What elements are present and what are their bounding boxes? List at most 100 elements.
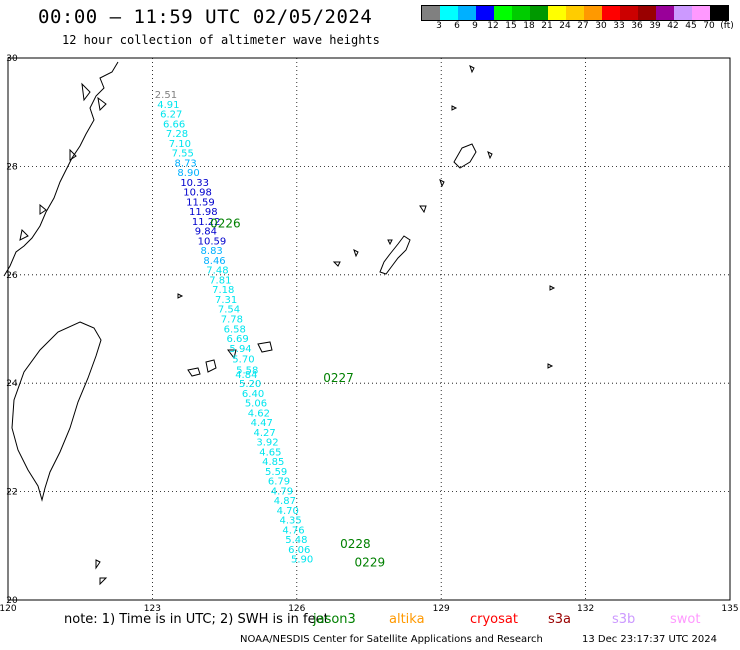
pass-time-label: 0226 <box>210 216 241 230</box>
colorbar-swatch <box>440 6 458 20</box>
wave-height-colorbar <box>421 5 729 21</box>
pass-time-label: 0229 <box>355 556 386 570</box>
wave-height-value: 4.27 <box>253 428 275 439</box>
lat-tick-label: 26 <box>6 271 18 281</box>
colorbar-swatch <box>674 6 692 20</box>
colorbar-label: 9 <box>472 21 478 31</box>
map-grid <box>7 57 731 601</box>
wave-height-value: 4.65 <box>259 447 281 458</box>
wave-height-value: 5.58 <box>236 365 258 376</box>
wave-height-value: 6.40 <box>242 389 264 400</box>
wave-height-value: 6.06 <box>288 545 310 556</box>
colorbar-label: 30 <box>595 21 607 31</box>
yaeyama-islands <box>187 341 273 377</box>
wave-height-value: 5.70 <box>232 355 254 366</box>
wave-height-value: 7.31 <box>215 295 237 306</box>
colorbar-label: 24 <box>559 21 571 31</box>
colorbar-swatch <box>494 6 512 20</box>
colorbar-label: 3 <box>436 21 442 31</box>
mission-legend-item: altika <box>389 612 425 627</box>
taiwan-outline <box>11 321 102 502</box>
wave-height-value: 5.48 <box>285 535 307 546</box>
lon-tick-label: 132 <box>577 604 594 614</box>
okinawa-island <box>379 235 411 275</box>
wave-height-value: 10.33 <box>180 178 209 189</box>
pass-time-label: 0227 <box>323 371 354 385</box>
wave-height-value: 4.85 <box>262 457 284 468</box>
wave-height-value: 4.35 <box>279 516 301 527</box>
colorbar-swatch <box>512 6 530 20</box>
small-islands <box>95 65 556 586</box>
pass-time-label: 0228 <box>340 537 371 551</box>
wave-height-value: 10.98 <box>183 188 212 199</box>
colorbar-label: 70 <box>703 21 715 31</box>
wave-height-value: 5.90 <box>291 555 313 566</box>
lon-tick-label: 123 <box>144 604 161 614</box>
mission-legend-item: s3b <box>612 612 636 627</box>
wave-height-value: 6.69 <box>227 334 249 345</box>
wave-height-value: 8.83 <box>201 246 223 257</box>
lat-tick-label: 30 <box>6 54 18 64</box>
wave-height-value: 7.81 <box>209 275 231 286</box>
colorbar-label: 6 <box>454 21 460 31</box>
lat-tick-label: 22 <box>6 488 17 498</box>
colorbar-label: 36 <box>631 21 643 31</box>
wave-height-value: 4.62 <box>248 408 270 419</box>
page-title: 00:00 – 11:59 UTC 02/05/2024 <box>38 6 373 28</box>
china-coast <box>3 61 119 277</box>
lon-tick-label: 126 <box>288 604 305 614</box>
wave-height-value: 7.78 <box>221 314 243 325</box>
credit-text: NOAA/NESDIS Center for Satellite Applica… <box>240 634 543 645</box>
lat-tick-label: 20 <box>6 596 18 606</box>
wave-height-value: 3.92 <box>256 438 278 449</box>
wave-height-value: 7.54 <box>218 305 240 316</box>
wave-height-value: 4.87 <box>274 496 296 507</box>
wave-height-value: 10.59 <box>198 236 227 247</box>
wave-height-value: 8.46 <box>203 256 225 267</box>
wave-height-value: 11.98 <box>189 207 218 218</box>
altimeter-track: 2.514.916.276.667.287.107.558.738.9010.3… <box>155 90 313 565</box>
lat-tick-label: 24 <box>6 379 18 389</box>
wave-height-value: 6.58 <box>224 324 246 335</box>
colorbar-swatch <box>656 6 674 20</box>
wave-height-value: 4.70 <box>277 506 299 517</box>
wave-height-value: 4.47 <box>251 418 273 429</box>
mission-legend-item: jason3 <box>313 612 356 627</box>
wave-height-value: 2.51 <box>155 90 177 101</box>
colorbar-label: 45 <box>685 21 697 31</box>
wave-height-value: 11.59 <box>186 197 215 208</box>
wave-height-value: 7.28 <box>166 129 188 140</box>
wave-height-value: 7.18 <box>212 285 234 296</box>
colorbar-label: 39 <box>649 21 661 31</box>
colorbar-swatch <box>566 6 584 20</box>
colorbar-swatch <box>476 6 494 20</box>
colorbar-label: 33 <box>613 21 625 31</box>
wave-height-value: 8.90 <box>177 168 199 179</box>
mission-legend-item: s3a <box>548 612 572 627</box>
mission-legend-item: swot <box>670 612 701 627</box>
colorbar-swatch <box>584 6 602 20</box>
colorbar-swatch <box>530 6 548 20</box>
wave-height-value: 7.10 <box>169 139 191 150</box>
footer-note: note: 1) Time is in UTC; 2) SWH is in fe… <box>64 612 329 627</box>
wave-height-value: 4.79 <box>271 486 293 497</box>
colorbar-label: 15 <box>505 21 517 31</box>
wave-height-value: 11.22 <box>192 217 221 228</box>
colorbar-label: 12 <box>487 21 499 31</box>
colorbar-swatch <box>620 6 638 20</box>
colorbar-swatch <box>692 6 710 20</box>
amami-island <box>453 143 477 169</box>
colorbar-label: 27 <box>577 21 589 31</box>
colorbar-label: (ft) <box>720 21 734 31</box>
wave-height-value: 7.48 <box>206 266 228 277</box>
lon-tick-label: 129 <box>433 604 450 614</box>
colorbar-swatch <box>638 6 656 20</box>
lat-tick-label: 28 <box>6 162 18 172</box>
colorbar-swatch <box>458 6 476 20</box>
coastlines <box>3 61 556 586</box>
wave-height-value: 4.84 <box>235 370 257 381</box>
wave-height-value: 5.20 <box>239 379 261 390</box>
china-coast-islands <box>19 82 107 241</box>
wave-height-value: 6.27 <box>160 110 182 121</box>
